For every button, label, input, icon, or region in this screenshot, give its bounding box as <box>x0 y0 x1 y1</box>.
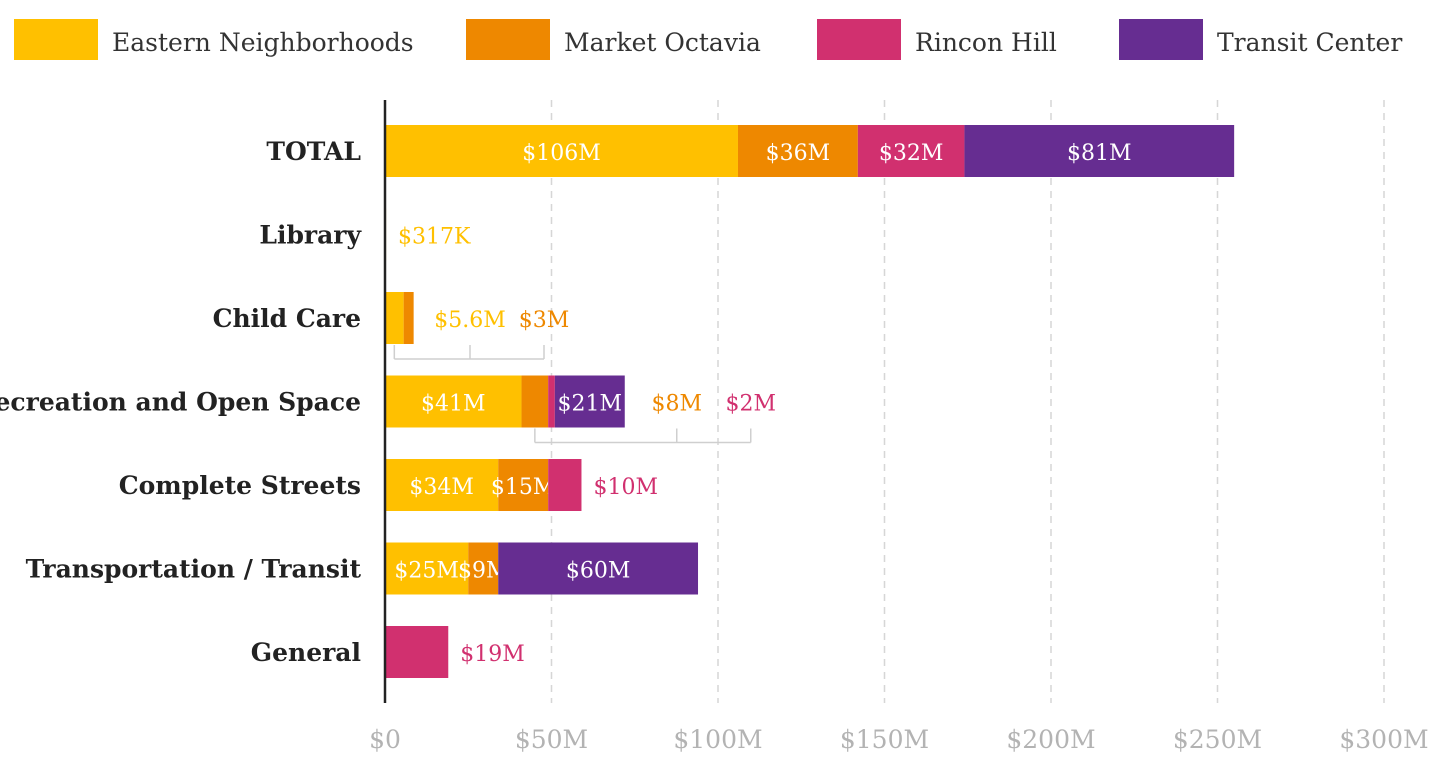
category-label: Transportation / Transit <box>26 555 362 584</box>
x-tick-label: $0 <box>369 725 401 754</box>
legend-label-rincon-hill: Rincon Hill <box>915 28 1057 57</box>
data-label: $15M <box>491 475 556 500</box>
category-label: Library <box>259 221 362 250</box>
data-label: $34M <box>409 475 474 500</box>
bar-segment-transit-center <box>554 375 625 428</box>
bar-segment-rincon-hill <box>385 626 449 678</box>
x-tick-label: $100M <box>673 725 762 754</box>
legend-swatch-transit-center <box>1119 19 1203 60</box>
legend-label-market-octavia: Market Octavia <box>564 28 761 57</box>
bar-segment-transit-center <box>964 125 1235 177</box>
data-label: $81M <box>1067 141 1132 166</box>
bar-segment-eastern-neighborhoods <box>385 125 738 177</box>
bar-segment-rincon-hill <box>548 459 582 511</box>
data-label: $106M <box>522 141 601 166</box>
data-label: $5.6M <box>434 308 506 333</box>
data-label: $60M <box>566 559 631 584</box>
bar-segment-transit-center <box>498 542 699 595</box>
category-label: Child Care <box>213 304 361 333</box>
data-label: $8M <box>651 392 702 417</box>
x-tick-label: $50M <box>515 725 588 754</box>
legend-label-transit-center: Transit Center <box>1217 28 1402 57</box>
bar-segment-eastern-neighborhoods <box>385 459 499 511</box>
bar-segment-rincon-hill <box>548 375 555 428</box>
category-label: TOTAL <box>266 137 361 166</box>
data-label: $41M <box>421 392 486 417</box>
data-label: $19M <box>460 642 525 667</box>
category-label: Complete Streets <box>119 471 361 500</box>
x-tick-label: $200M <box>1006 725 1095 754</box>
bar-segment-eastern-neighborhoods <box>385 542 469 595</box>
bar-segment-market-octavia <box>498 459 549 511</box>
data-label: $10M <box>593 475 658 500</box>
bar-segment-market-octavia <box>468 542 499 595</box>
data-label: $317K <box>398 225 471 250</box>
data-label: $21M <box>558 392 623 417</box>
bar-segment-market-octavia <box>521 375 549 428</box>
legend-swatch-market-octavia <box>466 19 550 60</box>
x-tick-label: $300M <box>1339 725 1428 754</box>
data-label: $25M <box>394 559 459 584</box>
bar-segment-market-octavia <box>403 292 414 344</box>
legend-swatch-eastern-neighborhoods <box>14 19 98 60</box>
data-label: $2M <box>725 392 776 417</box>
x-tick-label: $150M <box>840 725 929 754</box>
data-label: $36M <box>766 141 831 166</box>
bar-segment-eastern-neighborhoods <box>385 375 522 428</box>
bar-segment-eastern-neighborhoods <box>385 292 404 344</box>
bar-segment-rincon-hill <box>857 125 965 177</box>
category-label: General <box>251 638 361 667</box>
data-label: $32M <box>879 141 944 166</box>
legend-label-eastern-neighborhoods: Eastern Neighborhoods <box>112 28 414 57</box>
data-label: $3M <box>519 308 570 333</box>
x-tick-label: $250M <box>1173 725 1262 754</box>
bar-segment-market-octavia <box>737 125 858 177</box>
category-label: Recreation and Open Space <box>0 388 361 417</box>
legend-swatch-rincon-hill <box>817 19 901 60</box>
